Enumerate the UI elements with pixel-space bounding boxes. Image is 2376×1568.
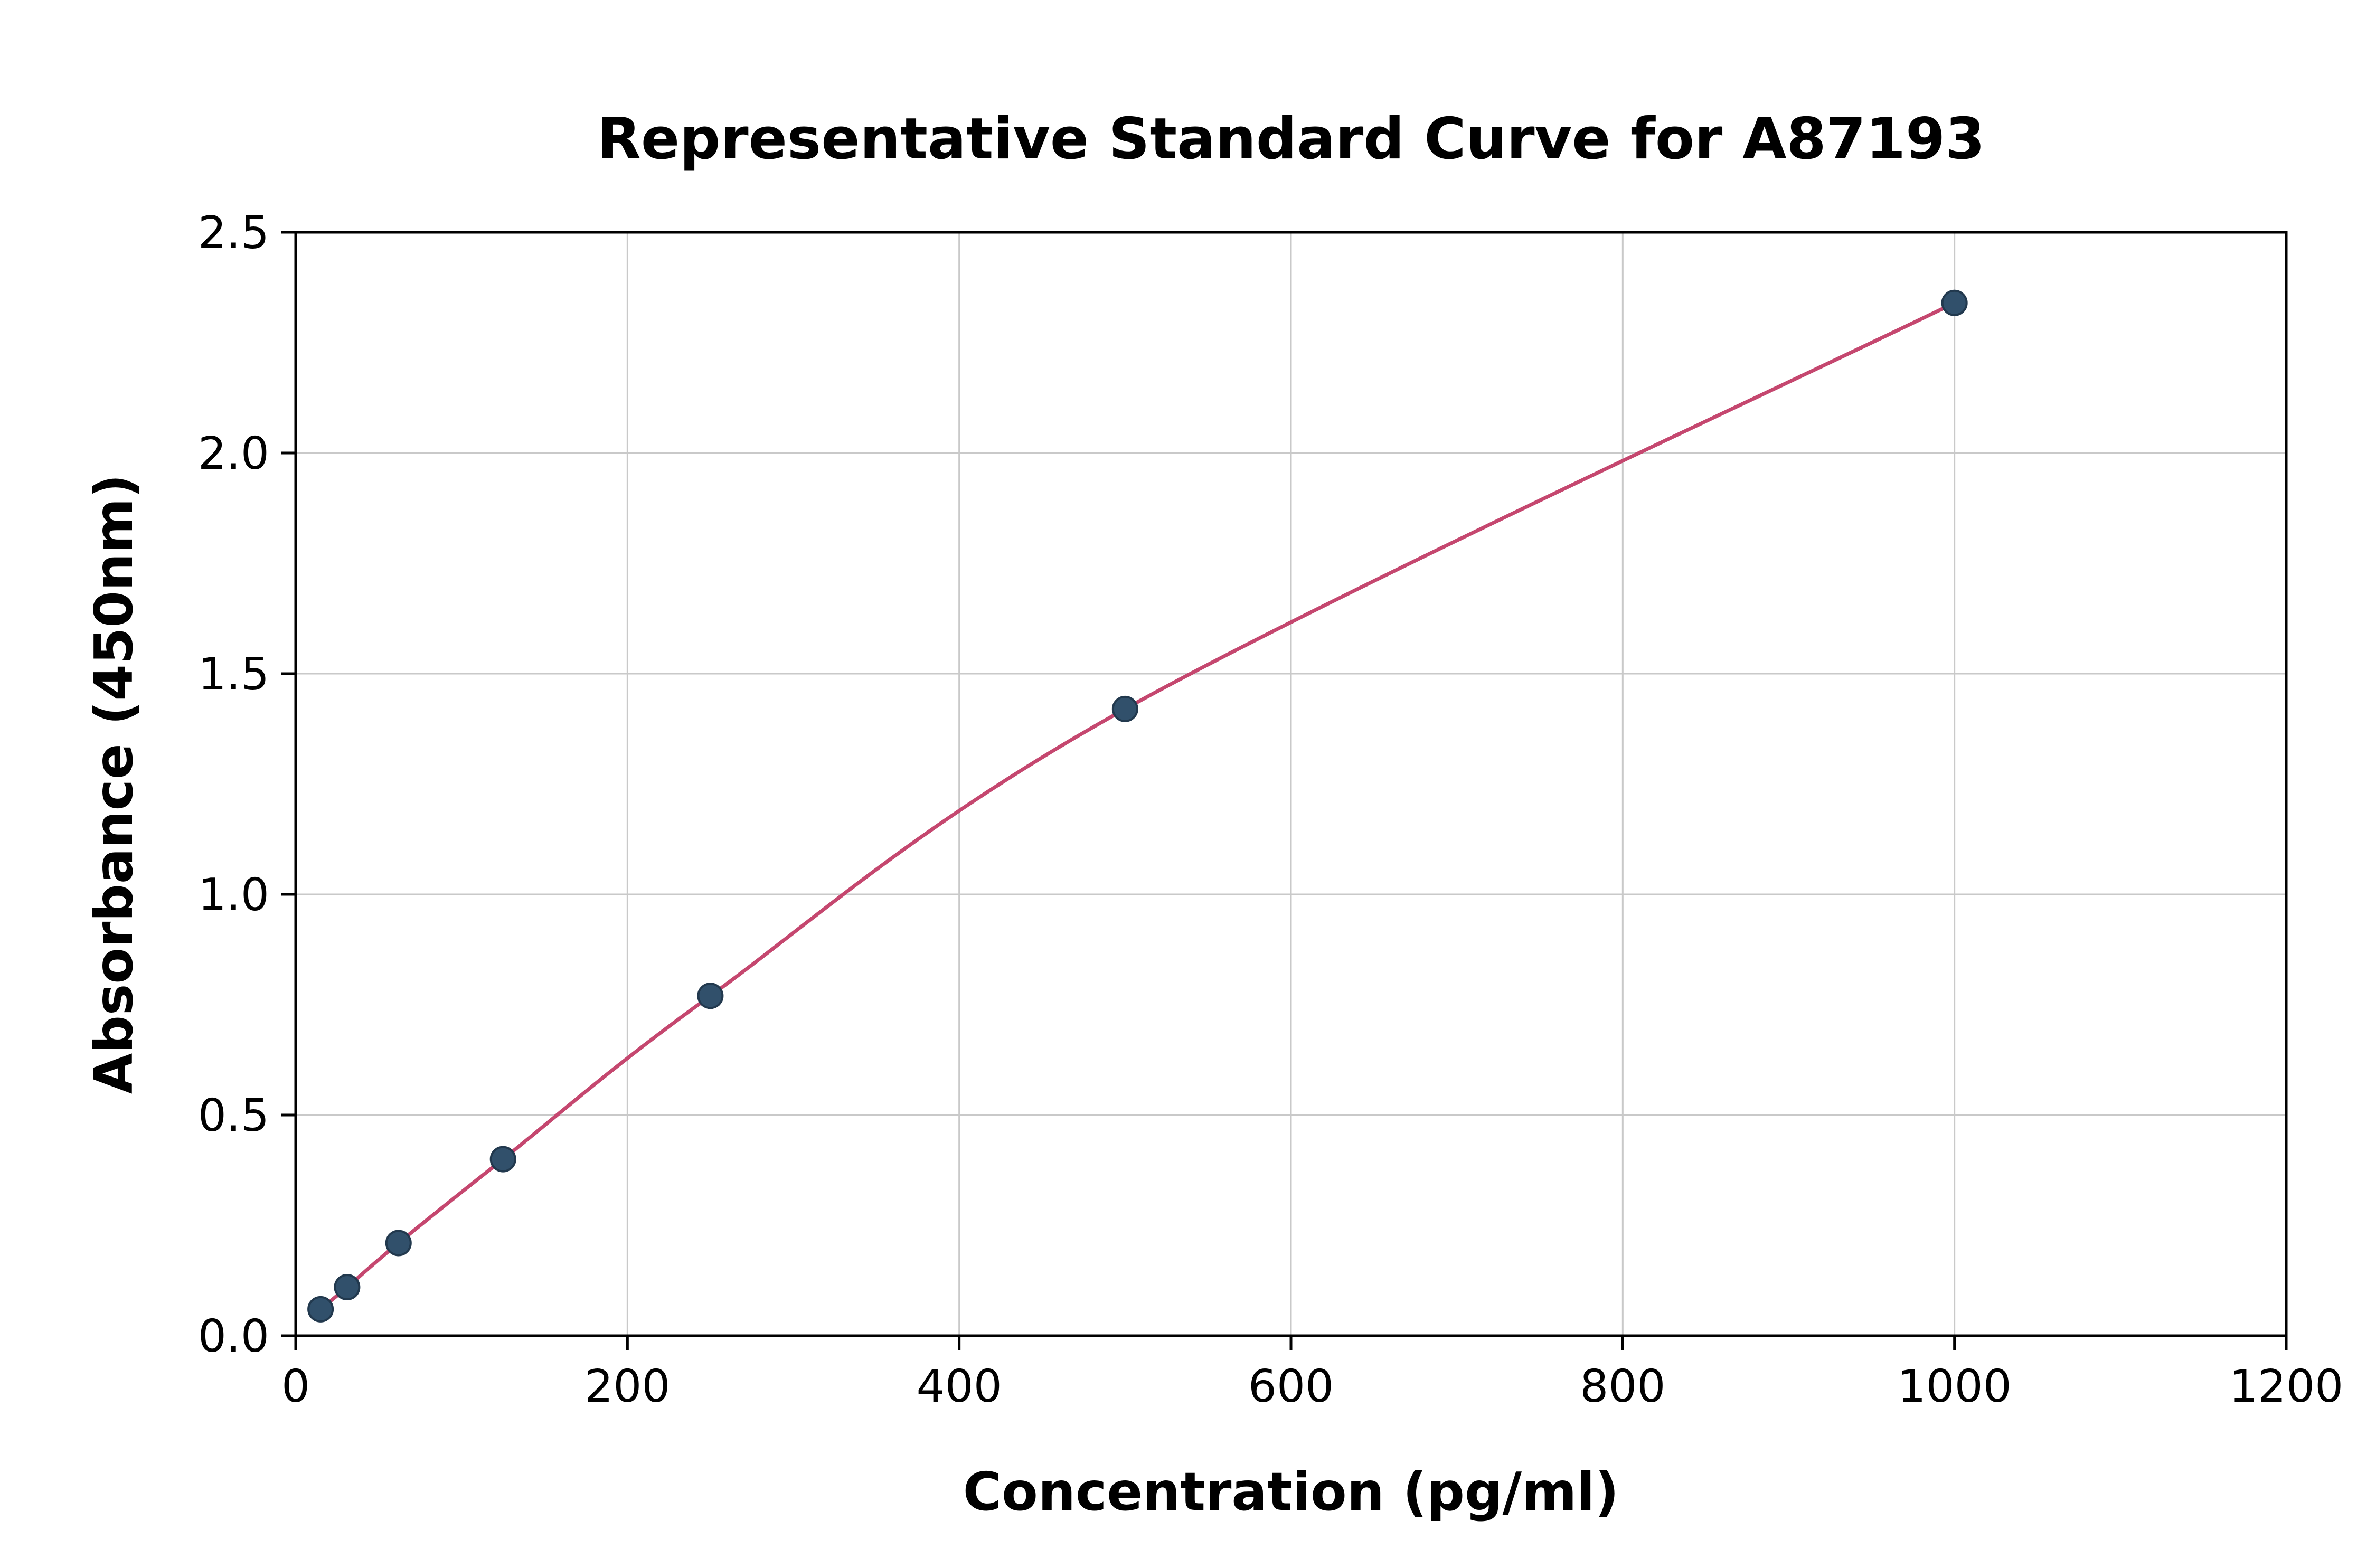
data-point-marker bbox=[385, 1230, 412, 1257]
x-tick-label: 1200 bbox=[2229, 1361, 2343, 1413]
x-tick-label: 0 bbox=[281, 1361, 310, 1413]
data-point-marker bbox=[307, 1296, 334, 1323]
x-axis-label: Concentration (pg/ml) bbox=[963, 1461, 1619, 1523]
data-point-marker bbox=[334, 1274, 361, 1301]
chart-title: Representative Standard Curve for A87193 bbox=[597, 106, 1985, 172]
data-point-marker bbox=[1111, 695, 1138, 722]
fit-curve bbox=[318, 301, 1957, 1311]
x-tick-label: 600 bbox=[1248, 1361, 1334, 1413]
x-tick-label: 400 bbox=[917, 1361, 1002, 1413]
y-axis-label: Absorbance (450nm) bbox=[83, 474, 145, 1094]
y-tick-label: 0.0 bbox=[198, 1310, 269, 1363]
plot-area: 0 200 400 600 800 1000 1200 0.0 0.5 1.0 1.5 2.0 2.5 bbox=[198, 207, 2343, 1413]
x-tick-label: 200 bbox=[584, 1361, 670, 1413]
y-tick-label: 0.5 bbox=[198, 1090, 269, 1142]
x-tick-label: 1000 bbox=[1898, 1361, 2012, 1413]
y-tick-label: 2.5 bbox=[198, 207, 269, 259]
data-point-marker bbox=[697, 983, 724, 1009]
data-point-marker bbox=[489, 1146, 516, 1173]
y-tick-label: 1.5 bbox=[198, 648, 269, 701]
y-tick-label: 2.0 bbox=[198, 428, 269, 480]
x-tick-label: 800 bbox=[1580, 1361, 1665, 1413]
data-point-marker bbox=[1941, 289, 1968, 316]
y-tick-label: 1.0 bbox=[198, 869, 269, 921]
